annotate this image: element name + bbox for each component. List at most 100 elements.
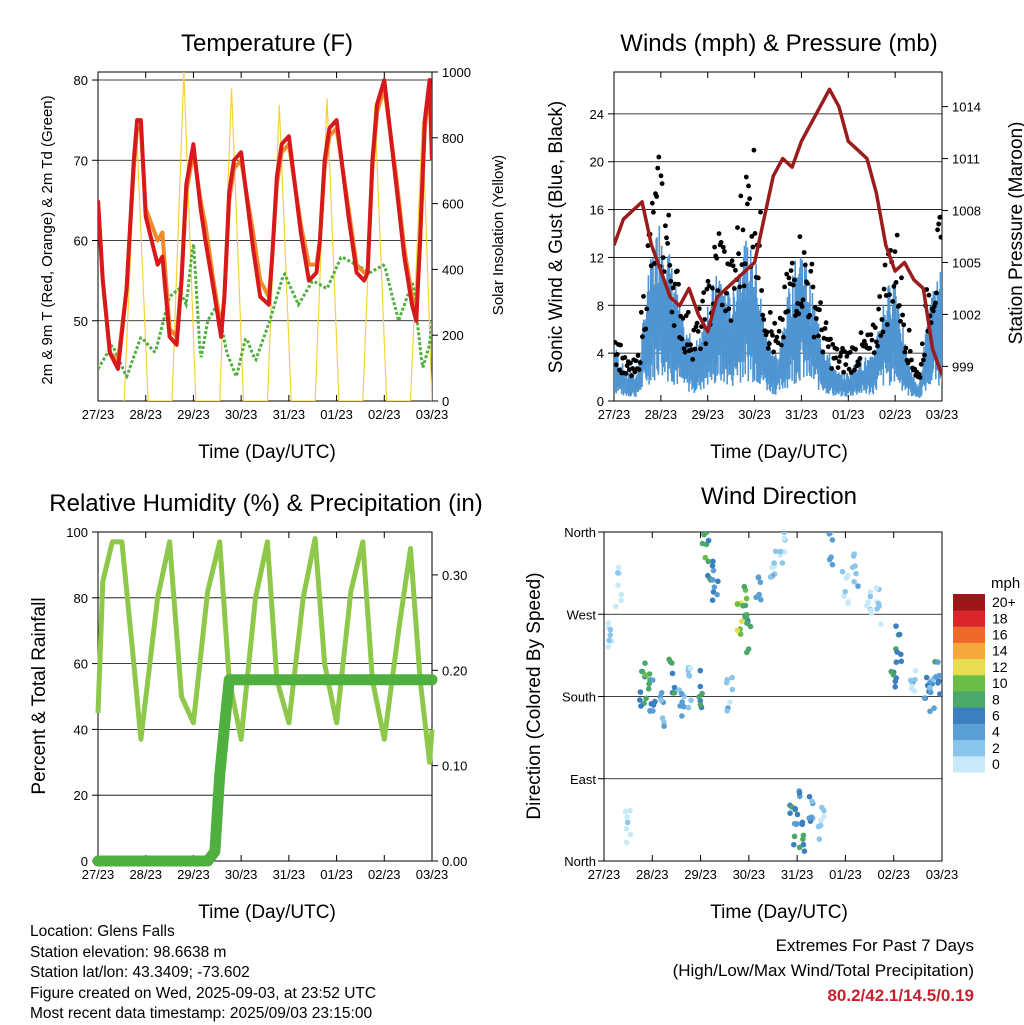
direction-point xyxy=(705,572,711,579)
direction-point xyxy=(605,620,612,626)
gust-point xyxy=(785,308,791,314)
direction-point xyxy=(615,582,621,589)
gust-point xyxy=(894,232,900,238)
gust-point xyxy=(808,268,814,274)
direction-point xyxy=(794,821,800,827)
temperature-panel: Temperature (F) 2m & 9m T (Red, Orange) … xyxy=(39,30,507,463)
direction-x-tick-label: 29/23 xyxy=(684,867,717,882)
direction-point xyxy=(623,825,630,832)
direction-point xyxy=(642,672,649,678)
direction-point xyxy=(772,548,779,555)
direction-point xyxy=(927,684,933,691)
direction-point xyxy=(637,689,644,695)
station-info: Location: Glens Falls Station elevation:… xyxy=(30,922,376,1025)
temperature-y2-label: 1000 xyxy=(442,65,471,80)
gust-point xyxy=(774,334,780,340)
gust-point xyxy=(799,304,805,309)
direction-point xyxy=(806,793,813,800)
gust-point xyxy=(679,336,685,342)
humidity-y2-label: 0.20 xyxy=(442,663,467,678)
direction-point xyxy=(806,815,812,821)
direction-point xyxy=(767,574,774,580)
gust-point xyxy=(695,329,701,334)
direction-point xyxy=(669,670,676,677)
direction-point xyxy=(671,690,678,696)
gust-point xyxy=(881,286,887,292)
direction-point xyxy=(893,659,900,665)
direction-point xyxy=(747,623,754,630)
direction-point xyxy=(935,678,942,684)
temperature-y-label: 50 xyxy=(74,314,88,329)
gust-point xyxy=(802,262,808,268)
gust-point xyxy=(755,275,761,281)
gust-point xyxy=(921,357,926,363)
direction-y-label: North xyxy=(564,854,596,869)
direction-point xyxy=(734,601,741,607)
colorbar-swatch xyxy=(953,739,985,757)
direction-point xyxy=(876,603,882,609)
gust-point xyxy=(645,243,651,249)
gust-point xyxy=(766,341,772,347)
humidity-y2-label: 0.30 xyxy=(442,568,467,583)
gust-point xyxy=(618,342,623,348)
temperature-y2-label: 400 xyxy=(442,262,464,277)
gust-point xyxy=(926,292,932,298)
humidity-y-label: 100 xyxy=(66,525,88,540)
gust-point xyxy=(688,342,693,348)
direction-point xyxy=(923,674,930,681)
direction-point xyxy=(839,568,846,575)
gust-point xyxy=(623,371,629,376)
colorbar-label: 10 xyxy=(992,675,1008,691)
humidity-y2-label: 0.00 xyxy=(442,854,467,869)
direction-point xyxy=(826,532,833,537)
winds-series-group xyxy=(614,87,942,398)
gust-point xyxy=(728,318,734,323)
direction-point xyxy=(781,549,788,555)
gust-point xyxy=(758,209,763,215)
direction-point xyxy=(710,567,717,574)
gust-point xyxy=(782,284,787,290)
gust-point xyxy=(714,255,720,261)
direction-point xyxy=(685,704,692,711)
gust-point xyxy=(909,357,914,363)
gust-point xyxy=(837,353,843,359)
gust-point xyxy=(801,250,807,255)
direction-point xyxy=(724,708,730,714)
temperature-y2-label: 800 xyxy=(442,131,464,146)
temperature-x-tick-label: 27/23 xyxy=(82,407,115,422)
dewpoint-line xyxy=(98,243,432,381)
direction-point xyxy=(727,699,733,705)
direction-point xyxy=(681,703,687,710)
direction-x-tick-label: 27/23 xyxy=(588,867,621,882)
gust-point xyxy=(792,277,797,283)
gust-point xyxy=(813,316,819,321)
gust-point xyxy=(693,324,699,330)
direction-point xyxy=(729,686,736,693)
gust-point xyxy=(659,181,665,187)
direction-point xyxy=(865,599,871,606)
colorbar-label: 4 xyxy=(992,724,1000,740)
humidity-y-label: 20 xyxy=(74,788,88,803)
gust-point xyxy=(882,262,888,268)
direction-point xyxy=(744,649,750,656)
gust-point xyxy=(765,345,771,351)
direction-point xyxy=(828,554,834,560)
gust-point xyxy=(712,244,717,250)
gust-point xyxy=(746,183,751,189)
gust-point xyxy=(853,346,858,352)
direction-x-tick-label: 28/23 xyxy=(636,867,669,882)
direction-point xyxy=(878,621,884,627)
direction-point xyxy=(671,684,678,691)
gust-point xyxy=(906,327,912,333)
gust-point xyxy=(719,302,725,308)
direction-point xyxy=(927,708,933,715)
gust-point xyxy=(820,349,826,355)
gust-point xyxy=(856,362,862,367)
colorbar-label: 20+ xyxy=(992,594,1016,610)
humidity-y2-label: 0.10 xyxy=(442,759,467,774)
winds-x-tick-label: 27/23 xyxy=(598,407,631,422)
direction-title: Wind Direction xyxy=(701,483,857,510)
direction-point xyxy=(645,686,652,692)
gust-point xyxy=(750,244,756,250)
